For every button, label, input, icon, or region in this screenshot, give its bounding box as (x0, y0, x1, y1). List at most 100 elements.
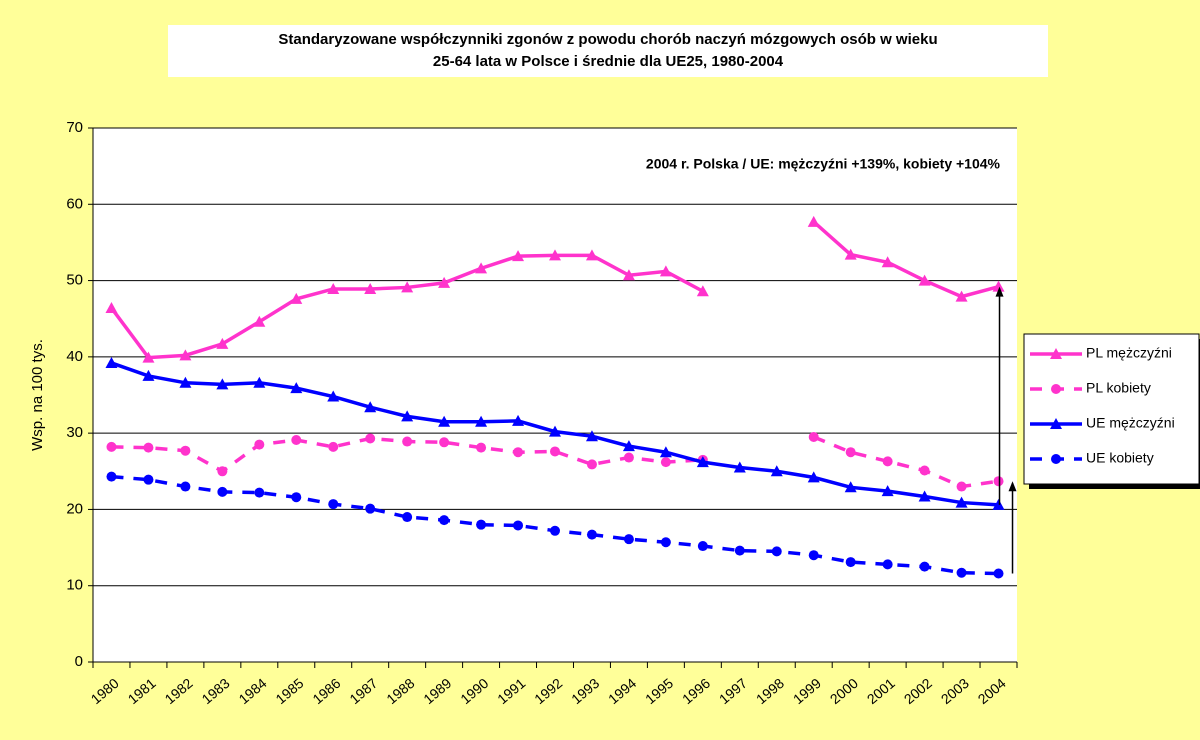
point (142, 369, 155, 381)
y-tick-label: 0 (75, 653, 83, 670)
point (585, 430, 598, 442)
point (845, 447, 856, 458)
point (402, 436, 413, 447)
point (402, 512, 413, 523)
point (956, 567, 967, 578)
point (291, 435, 302, 446)
point (217, 486, 228, 497)
point (882, 456, 893, 467)
point (365, 433, 376, 444)
point (696, 456, 709, 468)
point (807, 471, 820, 483)
chart-title: Standaryzowane współczynniki zgonów z po… (278, 31, 937, 48)
point (439, 515, 450, 526)
y-tick-label: 60 (66, 195, 83, 212)
point (992, 498, 1005, 510)
point (180, 481, 191, 492)
point (993, 568, 1004, 579)
point (438, 276, 451, 288)
point (216, 378, 229, 390)
point (586, 459, 597, 470)
point (327, 282, 340, 294)
point (844, 481, 857, 493)
point (290, 382, 303, 394)
point (513, 447, 524, 458)
point (328, 441, 339, 452)
point (992, 280, 1005, 292)
point (254, 487, 265, 498)
point (180, 445, 191, 456)
point (696, 285, 709, 297)
point (697, 541, 708, 552)
arrow-head (1008, 481, 1017, 492)
point (956, 481, 967, 492)
point (142, 351, 155, 363)
point (660, 457, 671, 468)
point (476, 519, 487, 530)
point (253, 376, 266, 388)
point (770, 465, 783, 477)
point (660, 537, 671, 548)
point (549, 249, 561, 261)
point (254, 439, 265, 450)
point (550, 446, 560, 457)
y-tick-label: 40 (66, 348, 83, 365)
point (659, 265, 672, 277)
chart-title: 25-64 lata w Polsce i średnie dla UE25, … (433, 53, 784, 70)
point (216, 337, 229, 349)
point (1050, 418, 1062, 429)
point (585, 249, 598, 261)
point (808, 550, 819, 561)
point (550, 525, 560, 536)
point (105, 302, 118, 314)
point (733, 461, 746, 473)
point (106, 441, 117, 452)
point (290, 292, 303, 304)
point (291, 492, 302, 503)
point (364, 401, 377, 413)
point (1051, 454, 1061, 464)
point (365, 503, 376, 514)
title-box (168, 25, 1048, 77)
point (659, 446, 672, 458)
legend-label: UE kobiety (1086, 450, 1154, 466)
y-tick-label: 30 (66, 424, 83, 441)
point (476, 442, 487, 453)
point (475, 415, 488, 427)
y-tick-label: 20 (66, 500, 83, 517)
point (771, 546, 782, 557)
point (955, 496, 968, 508)
point (623, 452, 634, 463)
point (217, 466, 228, 477)
point (622, 269, 635, 281)
point (549, 425, 561, 437)
point (364, 282, 377, 294)
point (328, 499, 339, 510)
point (179, 376, 192, 388)
point (808, 431, 819, 442)
y-axis-label: Wsp. na 100 tys. (29, 339, 46, 451)
point (327, 390, 340, 402)
point (512, 414, 525, 426)
legend-label: UE mężczyźni (1086, 415, 1175, 431)
point (513, 520, 524, 531)
point (955, 290, 968, 302)
annotation: 2004 r. Polska / UE: mężczyźni +139%, ko… (646, 156, 1001, 172)
point (439, 437, 450, 448)
point (881, 256, 894, 268)
point (586, 529, 597, 540)
point (734, 545, 745, 556)
point (623, 534, 634, 545)
point (919, 561, 930, 572)
point (844, 248, 857, 260)
point (918, 490, 931, 502)
point (993, 476, 1004, 487)
point (401, 281, 414, 293)
point (401, 410, 414, 422)
point (512, 250, 525, 262)
legend-label: PL mężczyźni (1086, 345, 1172, 361)
point (882, 559, 893, 570)
point (918, 274, 931, 286)
y-tick-label: 70 (66, 119, 83, 136)
